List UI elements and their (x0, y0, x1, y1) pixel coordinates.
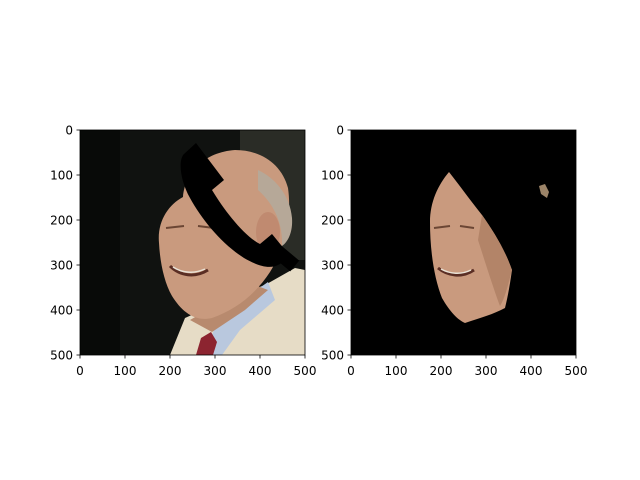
xtick-label: 400 (249, 364, 272, 378)
teeth (172, 266, 206, 273)
xtick-label: 200 (159, 364, 182, 378)
ytick-label: 100 (50, 169, 73, 183)
masked-face-shadow (478, 215, 512, 306)
ytick-label: 0 (336, 124, 344, 138)
ytick-label: 300 (50, 259, 73, 273)
phone-icon (180, 143, 290, 267)
hair (258, 170, 293, 246)
panel-original (80, 130, 305, 355)
mask-fragment (539, 184, 549, 198)
xtick-label: 100 (114, 364, 137, 378)
ytick-label: 400 (50, 304, 73, 318)
ytick-label: 500 (50, 349, 73, 363)
shirt (205, 282, 275, 355)
yaxis-masked: 0 100 200 300 400 500 (321, 124, 351, 363)
xtick-label: 0 (347, 364, 355, 378)
masked-eyes (433, 225, 475, 229)
yaxis-original: 0 100 200 300 400 500 (50, 124, 80, 363)
tie (196, 332, 217, 355)
ytick-label: 300 (321, 259, 344, 273)
ytick-label: 200 (50, 214, 73, 228)
xtick-label: 500 (565, 364, 588, 378)
masked-face (430, 172, 512, 323)
panel-masked (351, 130, 576, 355)
xtick-label: 300 (204, 364, 227, 378)
xtick-label: 200 (430, 364, 453, 378)
background-shadow (80, 130, 120, 355)
ytick-label: 500 (321, 349, 344, 363)
axes-frame-original (79, 129, 306, 356)
ytick-label: 100 (321, 169, 344, 183)
xtick-label: 400 (520, 364, 543, 378)
ytick-label: 0 (65, 124, 73, 138)
xaxis-original: 0 100 200 300 400 500 (76, 355, 316, 378)
masked-teeth (440, 268, 472, 274)
xtick-label: 0 (76, 364, 84, 378)
xtick-label: 100 (385, 364, 408, 378)
phone-occlusion-tail (268, 242, 300, 272)
xaxis-masked: 0 100 200 300 400 500 (347, 355, 587, 378)
ytick-label: 200 (321, 214, 344, 228)
axes-frame-masked (350, 129, 577, 356)
xtick-label: 500 (294, 364, 317, 378)
ytick-label: 400 (321, 304, 344, 318)
masked-mouth (437, 266, 475, 277)
mouth (168, 264, 209, 277)
xtick-label: 300 (475, 364, 498, 378)
